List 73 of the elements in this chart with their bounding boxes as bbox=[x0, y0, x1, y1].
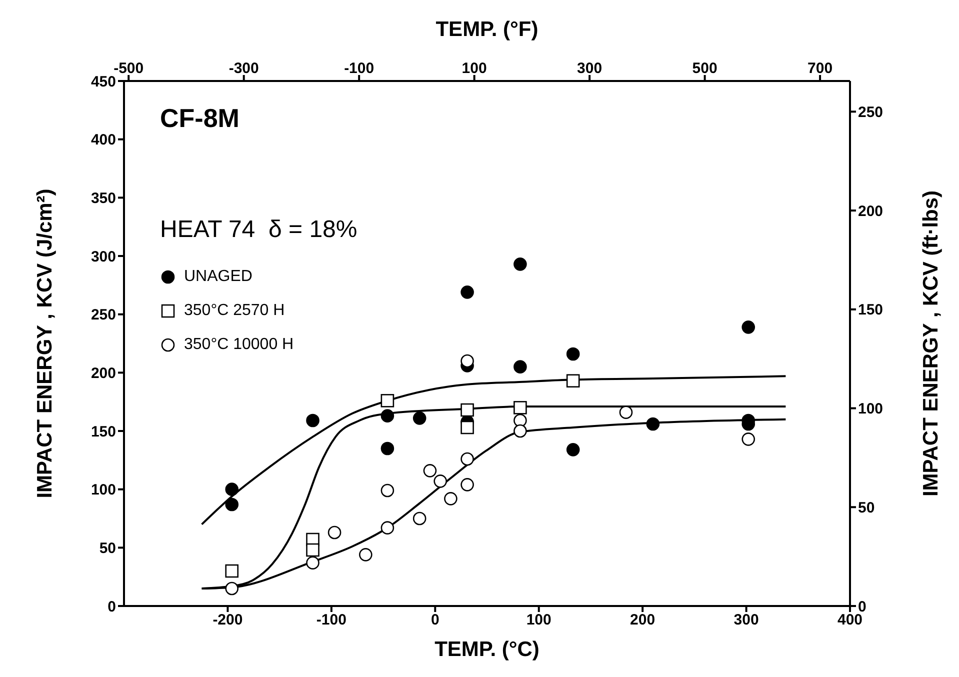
point bbox=[306, 556, 320, 570]
point bbox=[306, 543, 320, 557]
y-tick-label: 250 bbox=[90, 306, 116, 324]
legend-label: 350°C 10000 H bbox=[184, 336, 294, 354]
y2-tick-label: 50 bbox=[858, 499, 875, 516]
y2-axis-title: IMPACT ENERGY , KCV (ft·lbs) bbox=[919, 190, 942, 497]
y-tick-label: 100 bbox=[90, 482, 116, 499]
y-tick-label: 300 bbox=[90, 248, 116, 266]
legend-label: UNAGED bbox=[184, 268, 252, 286]
x2-tick-label: -100 bbox=[344, 60, 374, 77]
point bbox=[225, 498, 239, 512]
point bbox=[742, 432, 756, 446]
point bbox=[380, 442, 394, 456]
y2-tick-label: 150 bbox=[858, 302, 884, 319]
point bbox=[460, 403, 474, 417]
point bbox=[444, 492, 458, 506]
point bbox=[306, 414, 320, 428]
x-tick-label: 0 bbox=[430, 612, 440, 629]
point bbox=[328, 526, 342, 540]
line-series bbox=[200, 375, 787, 526]
y-tick-label: 400 bbox=[90, 132, 116, 149]
point bbox=[460, 354, 474, 368]
point bbox=[514, 360, 527, 374]
x2-tick-label: 100 bbox=[462, 60, 487, 77]
point bbox=[566, 347, 580, 361]
annotation: HEAT 74 δ = 18% bbox=[160, 216, 358, 244]
point bbox=[460, 478, 474, 492]
point bbox=[460, 420, 474, 434]
point bbox=[566, 374, 580, 388]
legend-label: 350°C 2570 H bbox=[184, 302, 285, 320]
x-tick-label: 100 bbox=[526, 612, 552, 629]
point bbox=[380, 521, 394, 534]
point bbox=[412, 512, 426, 526]
y2-tick-label: 100 bbox=[858, 400, 884, 418]
x2-tick-label: 700 bbox=[808, 60, 833, 77]
x-tick-label: 200 bbox=[630, 612, 656, 629]
point bbox=[423, 464, 437, 478]
point bbox=[225, 564, 239, 578]
y-tick-label: 50 bbox=[99, 540, 116, 557]
x-axis-title: TEMP. (°C) bbox=[434, 638, 540, 661]
x2-tick-label: 300 bbox=[577, 60, 602, 77]
x2-tick-label: -500 bbox=[114, 60, 144, 77]
point bbox=[460, 286, 474, 299]
point bbox=[359, 548, 372, 562]
y2-tick-label: 200 bbox=[858, 202, 884, 220]
x2-tick-label: 500 bbox=[692, 60, 718, 77]
point bbox=[225, 482, 239, 496]
y-axis-title: IMPACT ENERGY , KCV (J/cm²) bbox=[33, 188, 56, 498]
point bbox=[742, 320, 756, 334]
x-tick-label: -200 bbox=[212, 612, 243, 629]
y-tick-label: 450 bbox=[90, 73, 116, 90]
point bbox=[380, 394, 394, 408]
x-tick-label: -100 bbox=[316, 612, 346, 629]
point bbox=[380, 484, 394, 498]
point bbox=[225, 582, 239, 596]
x2-tick-label: -300 bbox=[228, 60, 259, 77]
y-tick-label: 0 bbox=[108, 598, 116, 616]
point bbox=[412, 412, 426, 425]
point bbox=[514, 401, 527, 414]
point bbox=[460, 452, 474, 466]
point bbox=[380, 409, 394, 422]
point bbox=[514, 424, 527, 438]
y-tick-label: 150 bbox=[90, 423, 116, 440]
x-tick-label: 300 bbox=[734, 612, 759, 629]
point bbox=[646, 417, 660, 431]
y-tick-label: 200 bbox=[90, 364, 116, 382]
annotation: CF-8M bbox=[160, 103, 240, 134]
point bbox=[566, 443, 580, 456]
y2-tick-label: 250 bbox=[858, 104, 884, 121]
y-tick-label: 350 bbox=[90, 190, 116, 207]
point bbox=[514, 258, 527, 271]
x2-axis-title: TEMP. (°F) bbox=[436, 18, 538, 41]
point bbox=[434, 474, 447, 488]
